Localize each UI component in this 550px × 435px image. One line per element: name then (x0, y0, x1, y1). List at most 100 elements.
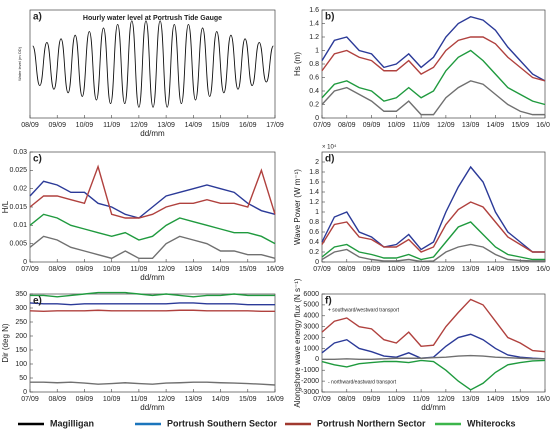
x-tick-label: 09/09 (363, 266, 381, 273)
x-tick-label: 14/09 (212, 266, 230, 273)
plot-frame (321, 9, 546, 119)
y-tick-label: 0.2 (309, 249, 319, 256)
x-tick-label: 15/09 (239, 396, 257, 403)
panel-label: d) (325, 154, 334, 165)
y-tick-label: 3000 (303, 324, 319, 331)
y-tick-label: -1000 (301, 367, 319, 374)
y-tick-label: 0.025 (9, 167, 27, 174)
x-tick-label: 09/09 (76, 396, 94, 403)
y-tick-label: 1000 (303, 345, 319, 352)
series-line (321, 243, 545, 263)
y-axis-label: Hs (m) (293, 52, 302, 76)
x-tick-label: 16/09 (266, 396, 284, 403)
x-tick-label: 13/09 (157, 122, 175, 129)
series-line (321, 359, 546, 391)
panel-label: a) (33, 12, 42, 23)
y-tick-label: 0.4 (309, 88, 319, 95)
x-tick-label: 13/09 (185, 396, 203, 403)
y-tick-label: 1.6 (309, 179, 319, 186)
x-tick-label: 10/09 (76, 122, 94, 129)
y-tick-label: 0.015 (9, 204, 27, 211)
x-tick-label: 13/09 (462, 396, 480, 403)
x-tick-label: 08/09 (21, 122, 39, 129)
y-tick-label: 0.6 (309, 229, 319, 236)
annotation: - northward/eastward transport (328, 379, 397, 385)
series-line (322, 354, 545, 361)
y-tick-label: 350 (15, 291, 27, 298)
y-tick-label: -2000 (301, 378, 319, 385)
y-tick-label: 0.8 (309, 219, 319, 226)
y-tick-label: 0 (23, 389, 27, 396)
x-tick-label: 15/09 (511, 122, 529, 129)
x-tick-label: 13/09 (462, 122, 480, 129)
series-line (29, 164, 276, 219)
y-tick-label: 0 (23, 259, 27, 266)
y-tick-label: 1.2 (309, 199, 319, 206)
x-tick-label: 14/09 (487, 396, 505, 403)
plot-frame (29, 9, 276, 119)
x-tick-label: 16/09 (266, 266, 284, 273)
series-line (29, 180, 276, 219)
y-tick-label: 1.6 (309, 7, 319, 14)
x-tick-label: 11/09 (130, 396, 147, 403)
y-tick-label: 1 (315, 47, 319, 54)
y-tick-label: 0.8 (309, 61, 319, 68)
y-tick-label: -3000 (301, 389, 319, 396)
x-tick-label: 10/09 (103, 396, 121, 403)
x-tick-label: 16/09 (536, 122, 550, 129)
x-axis-label: dd/mm (140, 129, 165, 138)
x-tick-label: 10/09 (388, 266, 406, 273)
axis-multiplier: × 10⁴ (322, 144, 337, 151)
panel-label: b) (325, 12, 334, 23)
x-tick-label: 08/09 (338, 396, 356, 403)
y-tick-label: 300 (15, 305, 27, 312)
y-tick-label: 1.8 (309, 169, 319, 176)
legend-label: Magilligan (50, 418, 94, 428)
y-tick-label: 2 (315, 159, 319, 166)
y-tick-label: 1.4 (309, 189, 319, 196)
y-tick-label: 200 (15, 333, 27, 340)
x-tick-label: 12/09 (157, 266, 175, 273)
x-tick-label: 09/09 (363, 122, 381, 129)
x-tick-label: 11/09 (413, 396, 430, 403)
x-tick-label: 08/09 (338, 266, 356, 273)
y-tick-label: 5000 (303, 302, 319, 309)
y-tick-label: 6000 (303, 291, 319, 298)
y-tick-label: 0.01 (13, 222, 27, 229)
y-tick-label: 150 (15, 347, 27, 354)
panel-title: Hourly water level at Portrush Tide Gaug… (83, 15, 222, 22)
series-line (321, 49, 546, 106)
y-tick-label: 0.02 (13, 186, 27, 193)
series-line (321, 80, 545, 116)
x-tick-label: 11/09 (130, 266, 147, 273)
series-line (32, 20, 274, 108)
x-tick-label: 15/09 (212, 122, 230, 129)
x-tick-label: 12/09 (437, 266, 455, 273)
series-line (321, 165, 545, 253)
x-tick-label: 10/09 (103, 266, 121, 273)
series-line (321, 16, 546, 82)
y-tick-label: 250 (15, 319, 27, 326)
y-tick-label: 50 (19, 375, 27, 382)
series-line (29, 302, 275, 306)
plot-frame (321, 293, 546, 393)
x-tick-label: 15/09 (511, 266, 529, 273)
x-tick-label: 16/09 (239, 122, 257, 129)
y-tick-label: 1.4 (309, 20, 319, 27)
legend-label: Whiterocks (467, 418, 516, 428)
panel-label: c) (33, 154, 42, 165)
y-tick-label: 4000 (303, 313, 319, 320)
y-tick-label: 0 (315, 115, 319, 122)
x-axis-label: dd/mm (421, 403, 446, 412)
x-tick-label: 15/09 (511, 396, 529, 403)
series-line (30, 291, 275, 298)
y-tick-label: 2000 (303, 334, 319, 341)
y-axis-label: Water level (m OD) (17, 46, 22, 81)
x-tick-label: 14/09 (212, 396, 230, 403)
panel-label: f) (325, 296, 332, 307)
y-tick-label: 0.2 (309, 101, 319, 108)
x-tick-label: 12/09 (157, 396, 175, 403)
panel-label: e) (33, 296, 42, 307)
y-axis-label: H/L (1, 200, 10, 213)
y-axis-label: Dir (deg N) (1, 323, 10, 362)
